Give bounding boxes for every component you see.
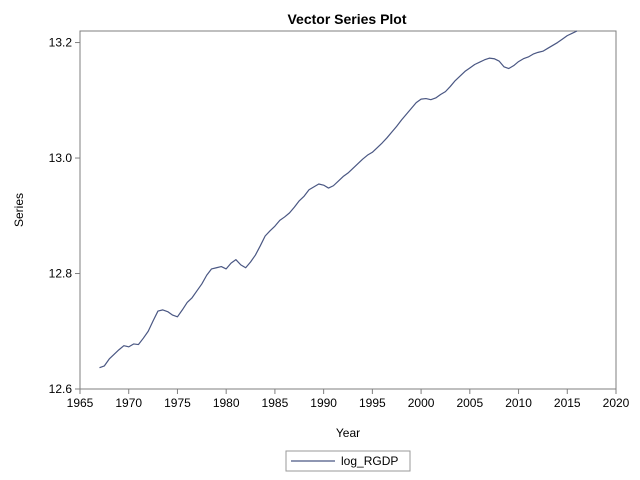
y-tick-label: 13.0 — [49, 151, 73, 165]
legend: log_RGDP — [285, 450, 411, 472]
x-tick-label: 1965 — [67, 396, 94, 410]
x-tick-label: 2020 — [603, 396, 630, 410]
x-tick-label: 2010 — [505, 396, 532, 410]
x-tick-label: 1980 — [213, 396, 240, 410]
x-tick-label: 2005 — [456, 396, 483, 410]
x-tick-label: 1970 — [115, 396, 142, 410]
x-axis-label: Year — [336, 426, 360, 440]
plot-area — [79, 30, 617, 390]
legend-label: log_RGDP — [341, 454, 398, 468]
x-tick-label: 1985 — [262, 396, 289, 410]
legend-box — [285, 450, 411, 472]
y-axis-label: Series — [12, 193, 26, 227]
x-tick-label: 1995 — [359, 396, 386, 410]
y-tick-label: 13.2 — [49, 36, 73, 50]
series-layer — [99, 30, 578, 369]
y-axis: 12.6 12.8 13.0 13.2 — [49, 36, 80, 396]
chart-title: Vector Series Plot — [287, 11, 406, 27]
x-tick-label: 2000 — [408, 396, 435, 410]
x-tick-label: 1975 — [164, 396, 191, 410]
y-tick-label: 12.6 — [49, 382, 73, 396]
x-axis: 1965 1970 1975 1980 1985 1990 1995 2000 2005 2010… — [67, 389, 630, 410]
x-tick-label: 1990 — [310, 396, 337, 410]
y-tick-label: 12.8 — [49, 267, 73, 281]
x-tick-label: 2015 — [554, 396, 581, 410]
